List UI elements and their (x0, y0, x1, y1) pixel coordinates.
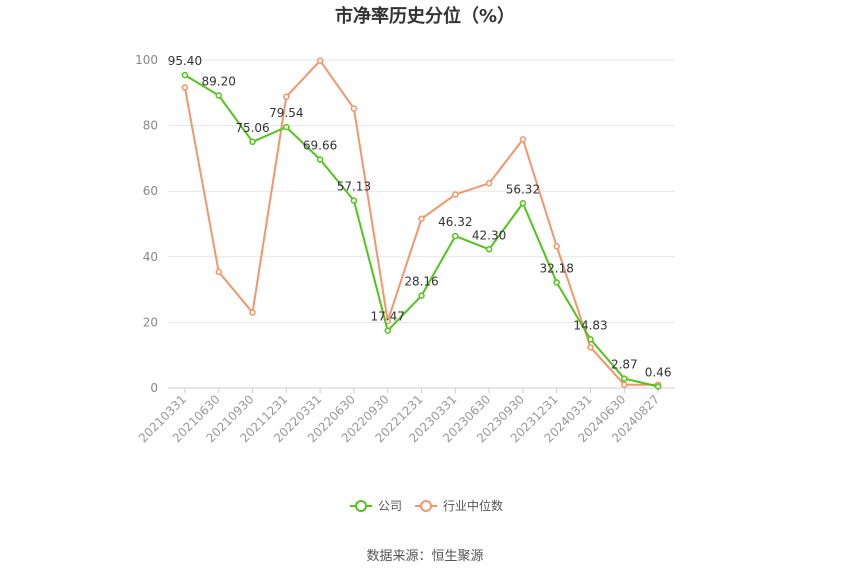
data-label: 32.18 (540, 261, 574, 275)
legend-marker (420, 500, 432, 512)
data-label: 14.83 (573, 318, 607, 332)
data-point (316, 57, 324, 64)
data-label: 69.66 (303, 139, 337, 153)
y-tick-label: 60 (143, 184, 158, 198)
data-label: 42.30 (472, 228, 506, 242)
legend-label: 公司 (378, 499, 402, 513)
data-point (418, 215, 425, 223)
data-point (553, 279, 560, 286)
data-point (350, 105, 358, 112)
data-point (181, 71, 189, 79)
data-point (249, 309, 256, 316)
data-source: 数据来源：恒生聚源 (366, 549, 484, 564)
data-point (621, 381, 628, 388)
data-point (654, 383, 662, 390)
data-point (553, 243, 560, 250)
data-point (452, 232, 459, 240)
data-label: 95.40 (168, 54, 202, 68)
data-point (215, 268, 222, 276)
data-point (452, 191, 459, 198)
series-line (183, 59, 659, 386)
data-point (384, 327, 391, 334)
data-label: 57.13 (337, 180, 371, 194)
data-point (215, 92, 222, 99)
data-label: 79.54 (269, 106, 303, 120)
y-tick-label: 20 (143, 315, 158, 329)
data-label: 46.32 (438, 215, 472, 229)
data-label: 0.46 (645, 365, 672, 379)
data-point (316, 156, 324, 163)
data-point (283, 123, 290, 131)
y-tick-label: 0 (150, 381, 158, 395)
data-label: 2.87 (611, 358, 638, 372)
data-point (587, 344, 594, 351)
data-point (249, 138, 256, 146)
data-point (485, 180, 493, 187)
data-label: 56.32 (506, 182, 540, 196)
data-point (519, 200, 527, 207)
y-tick-label: 40 (143, 250, 158, 264)
data-point (418, 292, 425, 299)
y-tick-label: 80 (143, 119, 158, 133)
data-point (621, 375, 628, 382)
data-point (587, 336, 594, 343)
data-label: 17.47 (371, 310, 405, 324)
y-tick-label: 100 (135, 53, 158, 67)
data-label: 28.16 (404, 275, 438, 289)
chart-title: 市净率历史分位（%） (334, 6, 516, 27)
data-label: 75.06 (235, 121, 269, 135)
data-point (283, 93, 290, 100)
legend-label: 行业中位数 (443, 498, 503, 513)
data-point (485, 246, 493, 253)
data-label: 89.20 (202, 74, 236, 88)
data-point (519, 136, 527, 143)
data-point (350, 197, 358, 204)
data-point (181, 84, 189, 91)
legend-marker (355, 500, 367, 512)
